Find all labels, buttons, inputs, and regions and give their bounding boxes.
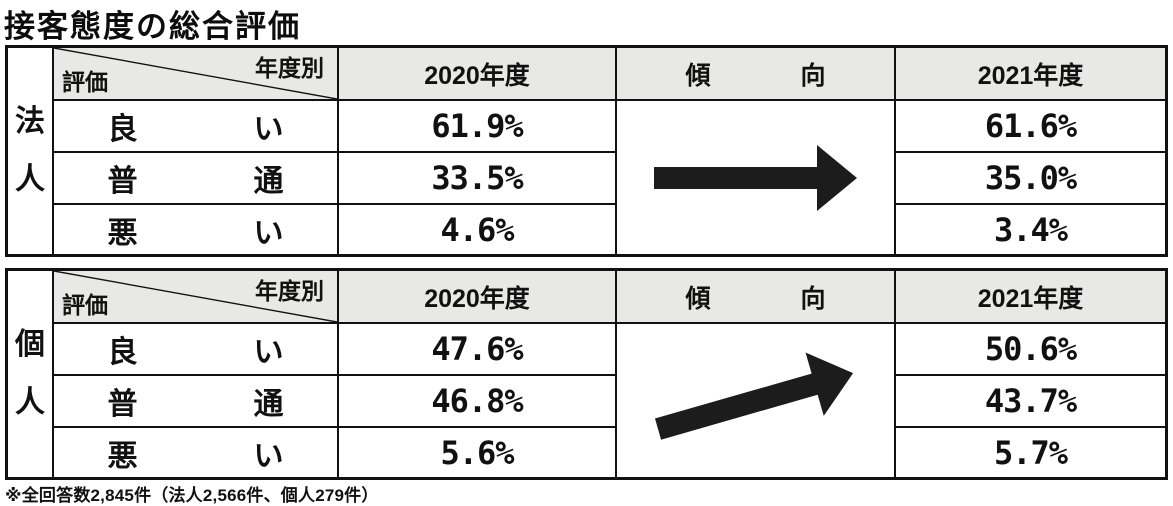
- corporate-value-2020-normal: 33.5%: [337, 151, 615, 203]
- corporate-value-2021-good: 61.6%: [894, 99, 1165, 151]
- right-arrow-icon: [653, 144, 857, 211]
- corporate-value-2021-bad: 3.4%: [894, 203, 1165, 254]
- individual-row-label-bad: 悪い: [52, 426, 337, 477]
- corner-label-evaluation-axis: 評価: [62, 69, 108, 95]
- individual-value-2021-bad: 5.7%: [894, 426, 1165, 477]
- corporate-value-2021-normal: 35.0%: [894, 151, 1165, 203]
- individual-value-2021-good: 50.6%: [894, 322, 1165, 374]
- corporate-trend-cell: [615, 99, 894, 254]
- individual-row-label-good: 良い: [52, 322, 337, 374]
- individual-group-cell: 個人: [8, 271, 52, 477]
- diagonal-divider-line: [54, 48, 337, 99]
- individual-header-corner-cell: 年度別 評価: [52, 271, 337, 322]
- corporate-row-label-bad: 悪い: [52, 203, 337, 254]
- corporate-value-2020-good: 61.9%: [337, 99, 615, 151]
- individual-trend-cell: [615, 322, 894, 477]
- individual-value-2020-normal: 46.8%: [337, 374, 615, 426]
- corporate-group-cell: 法人: [8, 48, 52, 254]
- corporate-table: 法人 年度別 評価 2020年度 傾向 2021年度 良い 61.9% 61.6…: [5, 45, 1168, 257]
- diagonal-divider-line: [54, 271, 337, 322]
- individual-header-2020: 2020年度: [337, 271, 615, 322]
- corporate-header-2021: 2021年度: [894, 48, 1165, 99]
- corner-label-year-axis: 年度別: [255, 55, 324, 81]
- page-title: 接客態度の総合評価: [4, 9, 301, 44]
- individual-value-2021-normal: 43.7%: [894, 374, 1165, 426]
- individual-row-label-normal: 普通: [52, 374, 337, 426]
- up-right-arrow-icon: [654, 351, 853, 440]
- corner-label-year-axis: 年度別: [255, 278, 324, 304]
- corporate-header-trend: 傾向: [615, 48, 894, 99]
- individual-value-2020-bad: 5.6%: [337, 426, 615, 477]
- individual-table: 個人 年度別 評価 2020年度 傾向 2021年度 良い 47.6% 50.6…: [5, 268, 1168, 480]
- corporate-group-label: 法人: [15, 105, 45, 196]
- corporate-row-label-normal: 普通: [52, 151, 337, 203]
- individual-group-label: 個人: [15, 328, 45, 419]
- individual-value-2020-good: 47.6%: [337, 322, 615, 374]
- corporate-header-2020: 2020年度: [337, 48, 615, 99]
- corporate-row-label-good: 良い: [52, 99, 337, 151]
- footnote: ※全回答数2,845件（法人2,566件、個人279件）: [5, 486, 379, 505]
- corporate-header-corner-cell: 年度別 評価: [52, 48, 337, 99]
- corner-label-evaluation-axis: 評価: [62, 292, 108, 318]
- individual-header-trend: 傾向: [615, 271, 894, 322]
- individual-header-2021: 2021年度: [894, 271, 1165, 322]
- corporate-value-2020-bad: 4.6%: [337, 203, 615, 254]
